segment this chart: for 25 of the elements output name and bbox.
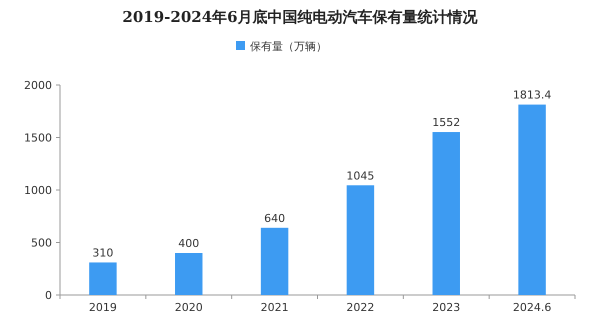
chart-title: 2019-2024年6月底中国纯电动汽车保有量统计情况 [122, 8, 479, 26]
bar [89, 262, 117, 295]
data-label: 1813.4 [512, 88, 552, 102]
data-label: 1552 [432, 116, 460, 130]
bar [175, 253, 202, 295]
data-label: 400 [178, 237, 200, 250]
y-tick-label: 2000 [24, 79, 52, 92]
bar [346, 185, 374, 295]
y-tick-label: 1000 [24, 184, 52, 197]
data-label: 640 [264, 212, 286, 225]
data-label: 1045 [346, 169, 374, 182]
legend-label: 保有量（万辆） [250, 40, 327, 53]
bar [432, 132, 460, 295]
y-tick-label: 500 [31, 236, 52, 250]
data-label: 310 [92, 246, 114, 260]
x-tick-label: 2021 [260, 301, 289, 314]
x-tick-label: 2024.6 [512, 301, 552, 314]
x-tick-label: 2022 [346, 301, 374, 314]
bar [260, 228, 288, 295]
y-tick-label: 1500 [24, 132, 52, 144]
x-tick-label: 2020 [174, 301, 203, 314]
y-tick-label: 0 [45, 289, 52, 302]
bar [518, 104, 546, 295]
x-tick-label: 2023 [432, 301, 460, 314]
x-tick-label: 2019 [88, 301, 117, 314]
